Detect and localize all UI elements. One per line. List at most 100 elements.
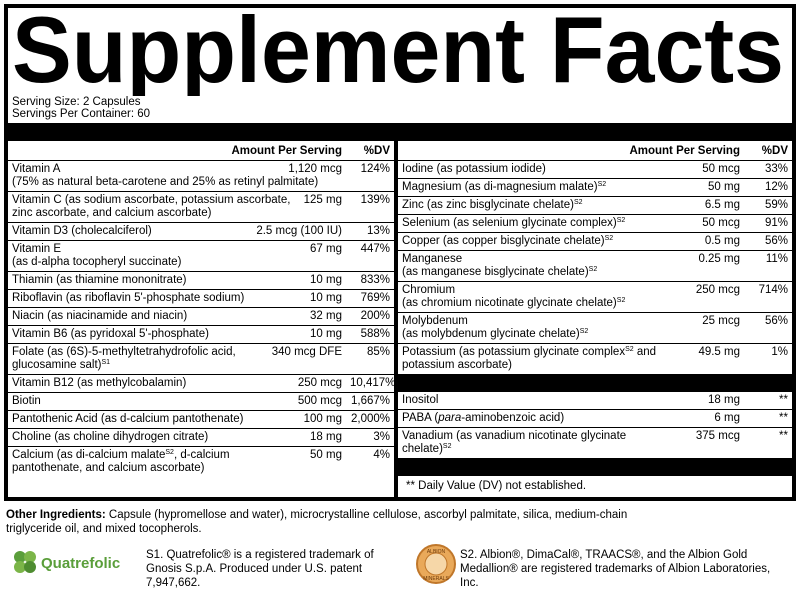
nutrient-columns: Amount Per Serving %DV Vitamin A 1,120 mcg 1… — [8, 141, 792, 497]
quatrefolic-logo: Quatrefolic — [14, 551, 120, 573]
nutrient-name: Vitamin D3 (cholecalciferol) — [12, 225, 248, 238]
daily-value: 85% — [366, 346, 390, 358]
nutrient-row: Inositol 18 mg ** — [398, 392, 792, 409]
nutrient-name: Molybdenum — [402, 315, 672, 328]
logo-text: ALBION — [427, 549, 446, 555]
superscript: S2 — [625, 346, 634, 353]
daily-value: 59% — [764, 199, 788, 211]
nutrient-row: Potassium (as potassium glycinate comple… — [398, 343, 792, 374]
text: Vitamin A — [12, 163, 61, 175]
text: and potassium ascorbate) — [402, 346, 657, 371]
text: Folate (as (6S)-5-methyltetrahydrofolic … — [12, 346, 236, 371]
amount: 10 mg — [310, 292, 342, 304]
daily-value: 588% — [360, 328, 390, 340]
nutrient-row: Vitamin E 67 mg 447% (as d-alpha tocopheryl… — [8, 240, 394, 271]
spacer — [402, 145, 621, 158]
nutrient-name: Vitamin B6 (as pyridoxal 5'-phosphate) — [12, 328, 302, 341]
daily-value: 1,667% — [350, 395, 390, 407]
nutrient-name: Copper (as copper bisglycinate chelate)S… — [402, 235, 672, 248]
right-column: Amount Per Serving %DV Iodine (as potassiu… — [394, 141, 792, 497]
amount: 50 mg — [708, 181, 740, 193]
nutrient-row: Magnesium (as di-magnesium malate)S2 50 m… — [398, 178, 792, 196]
nutrient-row: Vitamin B12 (as methylcobalamin) 250 mcg 1… — [8, 374, 396, 392]
text: Thiamin (as thiamine mononitrate) — [12, 274, 187, 286]
nutrient-name: Magnesium (as di-magnesium malate)S2 — [402, 181, 672, 194]
text: (as d-alpha tocopheryl succinate) — [12, 256, 182, 268]
daily-value: 714% — [758, 284, 788, 296]
daily-value: 13% — [366, 225, 390, 237]
dv-note: ** Daily Value (DV) not established. — [406, 480, 587, 492]
daily-value: 10,417% — [350, 377, 396, 389]
nutrient-row: Zinc (as zinc bisglycinate chelate)S2 6.5… — [398, 196, 792, 214]
nutrient-detail: (as manganese bisglycinate chelate)S2 — [402, 266, 788, 279]
superscript: S2 — [442, 443, 452, 450]
nutrient-name: Vitamin B12 (as methylcobalamin) — [12, 377, 290, 390]
daily-value: 769% — [360, 292, 390, 304]
text: Calcium (as di-calcium malate — [12, 449, 166, 461]
nutrient-row: Selenium (as selenium glycinate complex)… — [398, 214, 792, 232]
left-column: Amount Per Serving %DV Vitamin A 1,120 mcg 1… — [8, 141, 396, 497]
nutrient-name: Iodine (as potassium iodide) — [402, 163, 672, 176]
italic-text: para — [438, 412, 462, 424]
nutrient-row: Folate (as (6S)-5-methyltetrahydrofolic … — [8, 343, 394, 374]
amount: 500 mcg — [297, 395, 342, 407]
text: Vitamin B12 (as methylcobalamin) — [12, 377, 187, 389]
nutrient-name: Riboflavin (as riboflavin 5'-phosphate s… — [12, 292, 302, 305]
nutrient-name: Calcium (as di-calcium malateS2, d-calci… — [12, 449, 302, 475]
amount: 18 mg — [310, 431, 342, 443]
footnote: S2. Albion®, DimaCal®, TRAACS®, and the … — [460, 549, 771, 589]
superscript: S2 — [579, 328, 589, 335]
amount: 50 mg — [310, 449, 342, 461]
text: (as manganese bisglycinate chelate) — [402, 266, 589, 278]
header-row: Amount Per Serving %DV — [8, 141, 394, 161]
text: , d-calcium pantothenate, and calcium as… — [12, 449, 230, 474]
daily-value: 4% — [373, 449, 390, 461]
nutrient-name: Manganese — [402, 253, 672, 266]
nutrient-detail: (as d-alpha tocopheryl succinate) — [12, 256, 390, 269]
text: Molybdenum — [402, 315, 468, 327]
nutrient-row: PABA (para-aminobenzoic acid) 6 mg ** — [398, 409, 792, 427]
amount: 10 mg — [310, 328, 342, 340]
amount: 6 mg — [714, 412, 740, 424]
superscript: S1 — [101, 359, 111, 366]
nutrient-row: Vitamin B6 (as pyridoxal 5'-phosphate) 10… — [8, 325, 394, 343]
superscript: S2 — [616, 297, 626, 304]
other-ingredients: Other Ingredients: Capsule (hypromellose… — [6, 508, 646, 536]
amount: 250 mcg — [297, 377, 342, 389]
text: Zinc (as zinc bisglycinate chelate) — [402, 199, 574, 211]
other-ingredients-label: Other Ingredients: — [6, 509, 106, 521]
amount: 49.5 mg — [698, 346, 740, 358]
text: Vitamin B6 (as pyridoxal 5'-phosphate) — [12, 328, 209, 340]
nutrient-row: Copper (as copper bisglycinate chelate)S… — [398, 232, 792, 250]
text: Iodine (as potassium iodide) — [402, 163, 546, 175]
superscript: S2 — [616, 217, 626, 224]
daily-value: 33% — [764, 163, 788, 175]
amount: 125 mg — [303, 194, 342, 206]
text: Magnesium (as di-magnesium malate) — [402, 181, 598, 193]
amount: 50 mcg — [702, 217, 740, 229]
spacer — [12, 145, 223, 158]
nutrient-detail: (as molybdenum glycinate chelate)S2 — [402, 328, 788, 341]
daily-value: 11% — [765, 253, 788, 265]
servings-per-container: Servings Per Container: 60 — [12, 108, 151, 120]
nutrient-row: Choline (as choline dihydrogen citrate) 1… — [8, 428, 394, 446]
nutrient-name: Vanadium (as vanadium nicotinate glycina… — [402, 430, 672, 456]
text: Riboflavin (as riboflavin 5'-phosphate s… — [12, 292, 245, 304]
daily-value: 2,000% — [350, 413, 390, 425]
nutrient-row: Chromium 250 mcg 714% (as chromium nicotina… — [398, 281, 792, 312]
daily-value: 139% — [360, 194, 390, 206]
footnote: S1. Quatrefolic® is a registered tradema… — [146, 549, 374, 589]
daily-value: 124% — [360, 163, 390, 175]
nutrient-name: Pantothenic Acid (as d-calcium pantothen… — [12, 413, 296, 426]
text: Copper (as copper bisglycinate chelate) — [402, 235, 605, 247]
nutrient-name: Potassium (as potassium glycinate comple… — [402, 346, 672, 372]
nutrient-row: Riboflavin (as riboflavin 5'-phosphate s… — [8, 289, 394, 307]
nutrient-name: Thiamin (as thiamine mononitrate) — [12, 274, 302, 287]
text: -aminobenzoic acid) — [461, 412, 565, 424]
nutrient-name: Vitamin E — [12, 243, 302, 256]
nutrient-name: Vitamin C (as sodium ascorbate, potassiu… — [12, 194, 296, 220]
text: Chromium — [402, 284, 456, 296]
amount: 25 mcg — [702, 315, 740, 327]
nutrient-name: Zinc (as zinc bisglycinate chelate)S2 — [402, 199, 672, 212]
